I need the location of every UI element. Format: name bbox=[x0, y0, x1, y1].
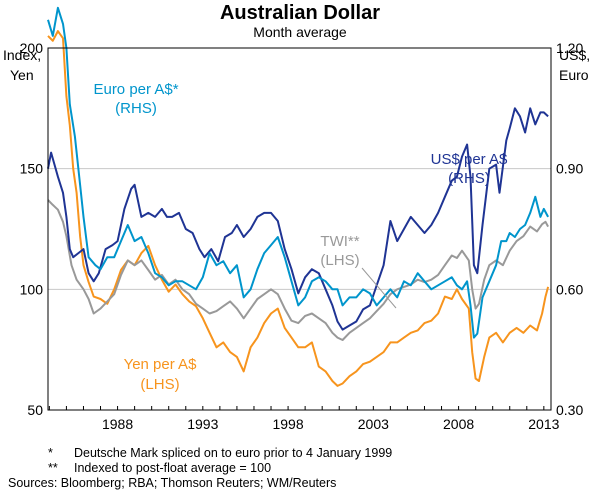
left-tick-label: 200 bbox=[20, 40, 44, 56]
legend-usd-label: US$ per A$ bbox=[431, 151, 508, 168]
sources: Sources: Bloomberg; RBA; Thomson Reuters… bbox=[8, 476, 337, 490]
plot-frame bbox=[47, 47, 552, 411]
legend-usd-axis: (RHS) bbox=[448, 170, 490, 187]
footnote-2-marker: ** bbox=[48, 461, 58, 475]
twi-pointer bbox=[361, 267, 397, 309]
footnote-1-marker: * bbox=[48, 446, 53, 460]
legend-yen: Yen per A$ (LHS) bbox=[124, 356, 198, 393]
right-tick-label: 0.90 bbox=[556, 161, 583, 177]
x-tick-label: 1993 bbox=[187, 416, 218, 432]
right-tick-label: 1.20 bbox=[556, 40, 583, 56]
x-tick-label: 2008 bbox=[443, 416, 474, 432]
footnote-2: ** Indexed to post-float average = 100 bbox=[48, 461, 392, 476]
axis-ticks: 50 100 150 200 0.30 0.60 0.90 1.20 1988 1993 1998 2… bbox=[20, 40, 584, 432]
series-line-us-per-a bbox=[47, 107, 549, 331]
footnote-2-text: Indexed to post-float average = 100 bbox=[74, 461, 272, 475]
left-tick-label: 100 bbox=[20, 281, 44, 297]
legend-euro-axis: (RHS) bbox=[115, 100, 157, 117]
x-tick-label: 1998 bbox=[272, 416, 303, 432]
chart-title: Australian Dollar bbox=[220, 2, 380, 24]
footnotes: * Deutsche Mark spliced on to euro prior … bbox=[8, 446, 392, 491]
right-axis-label-unit: Euro bbox=[559, 67, 589, 83]
x-tick-label: 2013 bbox=[528, 416, 559, 432]
legend-twi: TWI** (LHS) bbox=[320, 233, 359, 269]
x-tick-label: 2003 bbox=[358, 416, 389, 432]
left-axis-label: Index, bbox=[3, 47, 41, 63]
right-tick-label: 0.30 bbox=[556, 402, 583, 418]
series-line-euro-per-a bbox=[47, 6, 549, 339]
right-axis-label: US$, bbox=[559, 47, 590, 63]
footnote-1-text: Deutsche Mark spliced on to euro prior t… bbox=[74, 446, 393, 460]
left-tick-label: 150 bbox=[20, 161, 44, 177]
x-tick-label: 1988 bbox=[102, 416, 133, 432]
left-tick-label: 50 bbox=[27, 402, 43, 418]
legend-yen-axis: (LHS) bbox=[140, 376, 179, 393]
series-lines bbox=[47, 6, 550, 387]
legend-euro-label: Euro per A$* bbox=[93, 81, 178, 98]
legend-usd: US$ per A$ (RHS) bbox=[431, 151, 508, 187]
legend-euro: Euro per A$* (RHS) bbox=[93, 81, 178, 117]
chart: Australian Dollar Month average Index, Y… bbox=[3, 2, 590, 432]
series-line-yen-per-a bbox=[47, 30, 550, 387]
series-line-twi bbox=[47, 199, 549, 341]
left-axis-label-unit: Yen bbox=[10, 67, 34, 83]
chart-subtitle: Month average bbox=[253, 24, 347, 40]
legend-twi-axis: (LHS) bbox=[320, 252, 359, 269]
legend-yen-label: Yen per A$ bbox=[124, 356, 198, 373]
footnote-1: * Deutsche Mark spliced on to euro prior … bbox=[48, 446, 392, 461]
right-tick-label: 0.60 bbox=[556, 281, 583, 297]
legend-twi-label: TWI** bbox=[320, 233, 359, 250]
